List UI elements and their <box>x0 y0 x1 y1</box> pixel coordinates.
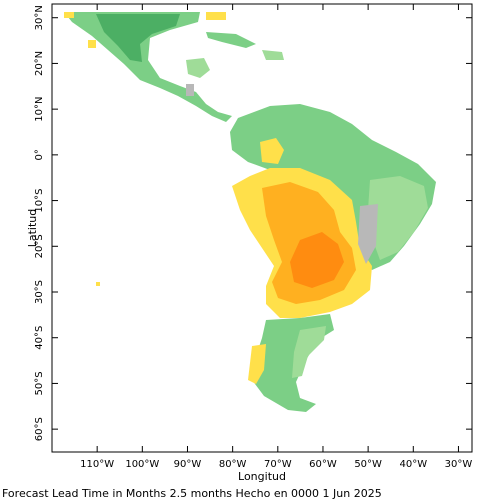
y-tick-label: 30°N <box>34 5 45 30</box>
speck-top-left <box>64 12 74 18</box>
region-chile-yellow <box>248 344 266 384</box>
x-axis: 110°W 100°W 90°W 80°W 70°W 60°W 50°W 40°W 30°W <box>80 4 472 470</box>
y-tick-label: 40°S <box>34 326 45 350</box>
speck-top-right <box>206 12 226 20</box>
forecast-caption: Forecast Lead Time in Months 2.5 months … <box>2 487 382 500</box>
y-axis: 30°N 20°N 10°N 0° 10°S 20°S 30°S 40°S 50°S 60°S <box>34 5 472 441</box>
region-yucatan <box>186 58 210 78</box>
region-cuba <box>206 32 256 48</box>
x-tick-label: 40°W <box>399 459 427 470</box>
region-mexico-dark <box>96 14 180 62</box>
region-gray-1 <box>358 204 378 264</box>
x-tick-label: 30°W <box>445 459 473 470</box>
y-tick-label: 50°S <box>34 371 45 395</box>
y-tick-label: 30°S <box>34 280 45 304</box>
speck-pacific <box>96 282 100 286</box>
region-patagonia-light <box>292 326 326 378</box>
map-frame <box>51 3 473 453</box>
region-hispaniola <box>262 50 284 60</box>
speck-nw <box>88 40 96 48</box>
y-tick-label: 60°S <box>34 417 45 441</box>
region-gray-2 <box>186 84 194 96</box>
x-tick-label: 80°W <box>219 459 247 470</box>
x-tick-label: 60°W <box>309 459 337 470</box>
y-axis-title: Latitud <box>26 209 39 248</box>
x-tick-label: 70°W <box>264 459 292 470</box>
forecast-field-layer <box>64 12 436 412</box>
x-tick-label: 100°W <box>125 459 159 470</box>
region-north-yellow <box>260 138 284 164</box>
y-tick-label: 10°S <box>34 189 45 213</box>
x-axis-title: Longitud <box>238 470 286 483</box>
x-tick-label: 90°W <box>174 459 202 470</box>
region-orange-dark <box>290 232 344 288</box>
region-brazil-east <box>368 176 428 260</box>
y-tick-label: 20°N <box>34 51 45 76</box>
x-tick-label: 110°W <box>80 459 114 470</box>
y-tick-label: 0° <box>34 149 45 160</box>
x-tick-label: 50°W <box>354 459 382 470</box>
y-tick-label: 10°N <box>34 97 45 122</box>
y-tick-label: 20°S <box>34 234 45 258</box>
